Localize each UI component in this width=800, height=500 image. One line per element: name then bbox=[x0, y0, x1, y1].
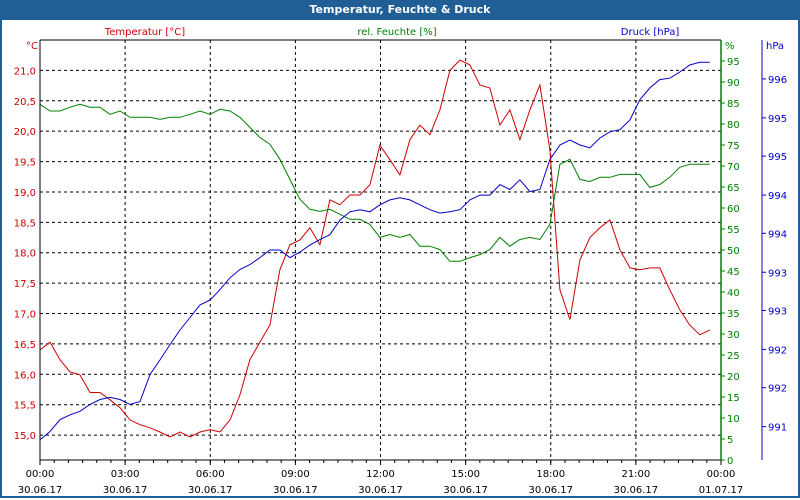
temperature-tick-label: 16,0 bbox=[14, 370, 36, 381]
humidity-tick-label: 90 bbox=[727, 78, 740, 89]
x-tick-date: 30.06.17 bbox=[18, 485, 63, 496]
pressure-tick-label: 994 bbox=[768, 191, 787, 202]
x-tick-time: 12:00 bbox=[366, 469, 395, 480]
temperature-tick-label: 20,0 bbox=[14, 127, 36, 138]
temperature-tick-label: 19,0 bbox=[14, 188, 36, 199]
x-tick-time: 03:00 bbox=[111, 469, 140, 480]
humidity-tick-label: 25 bbox=[727, 351, 740, 362]
x-tick-date: 01.07.17 bbox=[699, 485, 744, 496]
temperature-tick-label: 20,5 bbox=[14, 97, 36, 108]
pressure-tick-label: 993 bbox=[768, 268, 787, 279]
humidity-tick-label: 50 bbox=[727, 246, 740, 257]
temperature-tick-label: 18,0 bbox=[14, 249, 36, 260]
temperature-tick-label: 15,5 bbox=[14, 401, 36, 412]
x-tick-date: 30.06.17 bbox=[273, 485, 318, 496]
humidity-tick-label: 70 bbox=[727, 162, 740, 173]
humidity-tick-label: 55 bbox=[727, 225, 740, 236]
window-title: Temperatur, Feuchte & Druck bbox=[0, 0, 800, 20]
temperature-axis-title: Temperatur [°C] bbox=[104, 27, 185, 38]
x-tick-time: 09:00 bbox=[281, 469, 310, 480]
humidity-tick-label: 35 bbox=[727, 309, 740, 320]
series-line-temperature bbox=[39, 59, 711, 438]
humidity-tick-label: 95 bbox=[727, 57, 740, 68]
temperature-unit: °C bbox=[26, 41, 38, 52]
temperature-tick-label: 15,0 bbox=[14, 431, 36, 442]
x-tick-time: 00:00 bbox=[26, 469, 55, 480]
humidity-tick-label: 40 bbox=[727, 288, 740, 299]
x-tick-date: 30.06.17 bbox=[614, 485, 659, 496]
humidity-tick-label: 80 bbox=[727, 120, 740, 131]
x-tick-date: 30.06.17 bbox=[528, 485, 573, 496]
humidity-tick-label: 45 bbox=[727, 267, 740, 278]
x-tick-time: 06:00 bbox=[196, 469, 225, 480]
pressure-unit: hPa bbox=[766, 41, 784, 52]
x-tick-time: 15:00 bbox=[451, 469, 480, 480]
humidity-tick-label: 20 bbox=[727, 372, 740, 383]
humidity-tick-label: 0 bbox=[727, 456, 733, 467]
x-tick-time: 21:00 bbox=[621, 469, 650, 480]
pressure-tick-label: 995 bbox=[768, 152, 787, 163]
humidity-tick-label: 60 bbox=[727, 204, 740, 215]
x-tick-date: 30.06.17 bbox=[443, 485, 488, 496]
pressure-tick-label: 995 bbox=[768, 114, 787, 125]
temperature-tick-label: 19,5 bbox=[14, 158, 36, 169]
humidity-tick-label: 30 bbox=[727, 330, 740, 341]
humidity-tick-label: 85 bbox=[727, 99, 740, 110]
x-tick-date: 30.06.17 bbox=[103, 485, 148, 496]
humidity-axis-title: rel. Feuchte [%] bbox=[357, 27, 436, 38]
x-tick-date: 30.06.17 bbox=[358, 485, 403, 496]
pressure-tick-label: 992 bbox=[768, 384, 787, 395]
pressure-tick-label: 991 bbox=[768, 423, 787, 434]
x-tick-date: 30.06.17 bbox=[188, 485, 233, 496]
pressure-tick-label: 993 bbox=[768, 306, 787, 317]
humidity-tick-label: 15 bbox=[727, 393, 740, 404]
series-line-humidity bbox=[39, 103, 710, 262]
temperature-tick-label: 18,5 bbox=[14, 218, 36, 229]
temperature-tick-label: 17,5 bbox=[14, 279, 36, 290]
x-tick-time: 00:00 bbox=[707, 469, 736, 480]
pressure-tick-label: 996 bbox=[768, 75, 787, 86]
x-tick-time: 18:00 bbox=[536, 469, 565, 480]
humidity-tick-label: 5 bbox=[727, 435, 733, 446]
humidity-tick-label: 65 bbox=[727, 183, 740, 194]
pressure-tick-label: 994 bbox=[768, 229, 787, 240]
temperature-tick-label: 16,5 bbox=[14, 340, 36, 351]
series-line-pressure bbox=[39, 61, 710, 441]
temperature-tick-label: 21,0 bbox=[14, 66, 36, 77]
humidity-tick-label: 10 bbox=[727, 414, 740, 425]
pressure-axis-title: Druck [hPa] bbox=[621, 27, 680, 38]
humidity-tick-label: 75 bbox=[727, 141, 740, 152]
humidity-unit: % bbox=[725, 41, 735, 52]
pressure-tick-label: 992 bbox=[768, 345, 787, 356]
temperature-tick-label: 17,0 bbox=[14, 310, 36, 321]
